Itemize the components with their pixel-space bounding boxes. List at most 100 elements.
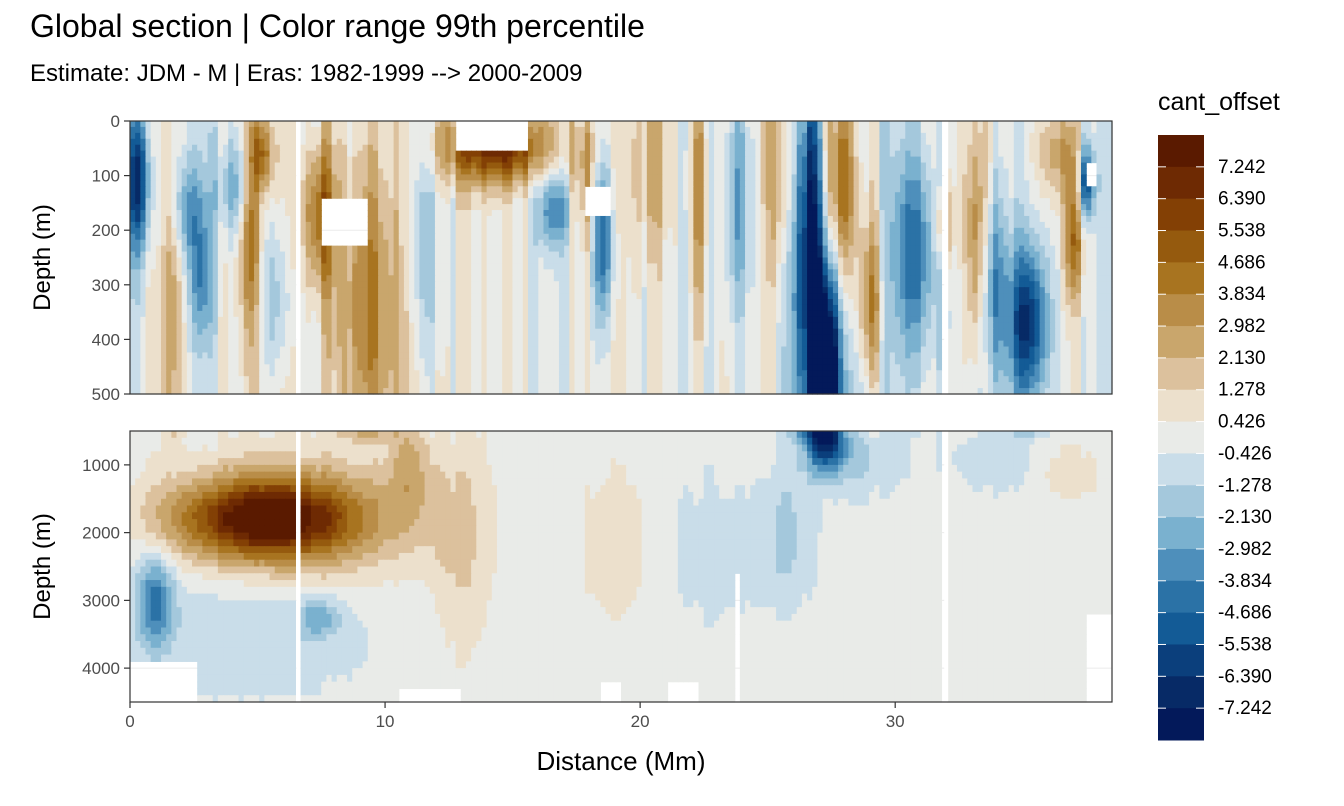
heat-cell — [1070, 186, 1077, 193]
heat-cell — [434, 138, 441, 146]
heat-cell — [796, 138, 803, 146]
heat-cell — [440, 239, 446, 247]
heat-cell — [1086, 156, 1092, 164]
heat-cell — [558, 263, 565, 270]
heat-cell — [465, 281, 472, 288]
heat-cell — [796, 221, 803, 229]
heat-cell — [279, 263, 286, 270]
heat-cell — [243, 263, 250, 270]
heat-cell — [465, 233, 472, 241]
heat-cell — [884, 210, 891, 217]
heat-cell — [383, 227, 390, 235]
heat-cell — [693, 275, 700, 282]
heat-cell — [765, 269, 772, 276]
heat-cell — [698, 174, 705, 181]
heat-cell — [853, 186, 860, 193]
heat-cell — [228, 138, 234, 146]
heat-cell — [977, 132, 984, 140]
heat-cell — [589, 233, 596, 241]
heat-cell — [496, 269, 503, 276]
heat-cell — [357, 174, 364, 181]
heat-cell — [155, 215, 162, 223]
heat-cell — [440, 215, 446, 223]
heat-cell — [1008, 251, 1015, 259]
heat-cell — [414, 210, 421, 217]
heat-cell — [171, 275, 178, 282]
heat-cell — [150, 263, 157, 270]
heat-cell — [558, 168, 565, 176]
heat-cell — [398, 257, 405, 265]
heat-cell — [848, 121, 855, 128]
heat-cell — [1070, 168, 1077, 176]
heat-cell — [409, 275, 415, 282]
heat-cell — [197, 162, 203, 170]
heat-cell — [1091, 186, 1098, 193]
heat-cell — [817, 121, 824, 128]
heat-cell — [450, 192, 457, 199]
heat-cell — [853, 126, 860, 134]
heat-cell — [936, 180, 943, 187]
heat-cell — [776, 257, 782, 265]
heat-cell — [998, 138, 1005, 146]
heat-cell — [1065, 150, 1072, 158]
heat-cell — [931, 132, 937, 140]
heat-cell — [600, 126, 607, 134]
heat-cell — [1024, 275, 1030, 282]
heat-cell — [770, 150, 777, 158]
heat-cell — [254, 156, 260, 164]
heat-cell — [822, 168, 829, 176]
heat-cell — [135, 156, 141, 164]
heat-cell — [558, 150, 565, 158]
heat-cell — [667, 174, 674, 181]
heat-cell — [372, 132, 379, 140]
heat-cell — [708, 132, 715, 140]
heat-cell — [755, 233, 762, 241]
heat-cell — [393, 221, 400, 229]
heat-cell — [414, 198, 421, 205]
heat-cell — [440, 233, 446, 241]
heat-cell — [517, 269, 524, 276]
heat-cell — [471, 233, 477, 241]
heat-cell — [667, 251, 674, 259]
heat-cell — [212, 275, 219, 282]
heat-cell — [662, 186, 669, 193]
heat-cell — [641, 121, 648, 128]
heat-cell — [186, 204, 193, 211]
heat-cell — [155, 121, 162, 128]
heat-cell — [135, 233, 141, 241]
heat-cell — [491, 233, 498, 241]
heat-cell — [1096, 198, 1103, 205]
heat-cell — [1018, 227, 1025, 235]
heat-cell — [424, 210, 431, 217]
heat-cell — [181, 204, 188, 211]
heat-cell — [863, 221, 870, 229]
heat-cell — [838, 174, 844, 181]
heat-cell — [796, 126, 803, 134]
heat-cell — [807, 245, 813, 253]
heat-cell — [481, 210, 488, 217]
heat-cell — [502, 162, 508, 170]
heat-cell — [176, 233, 183, 241]
heat-cell — [600, 174, 607, 181]
heat-cell — [900, 210, 906, 217]
heat-cell — [843, 192, 850, 199]
heat-cell — [936, 144, 943, 152]
heat-cell — [553, 138, 560, 146]
heat-cell — [502, 227, 508, 235]
heat-cell — [641, 233, 648, 241]
heat-cell — [522, 162, 529, 170]
heat-cell — [362, 150, 369, 158]
heat-cell — [956, 150, 963, 158]
heat-cell — [341, 245, 348, 253]
heat-cell — [161, 186, 167, 193]
heat-cell — [905, 239, 912, 247]
heat-cell — [553, 144, 560, 152]
heat-cell — [553, 227, 560, 235]
heat-cell — [1055, 180, 1061, 187]
heat-cell — [605, 233, 612, 241]
heat-cell — [1024, 126, 1030, 134]
heat-cell — [455, 215, 462, 223]
heat-cell — [863, 180, 870, 187]
heat-cell — [729, 210, 736, 217]
heat-cell — [1049, 251, 1056, 259]
